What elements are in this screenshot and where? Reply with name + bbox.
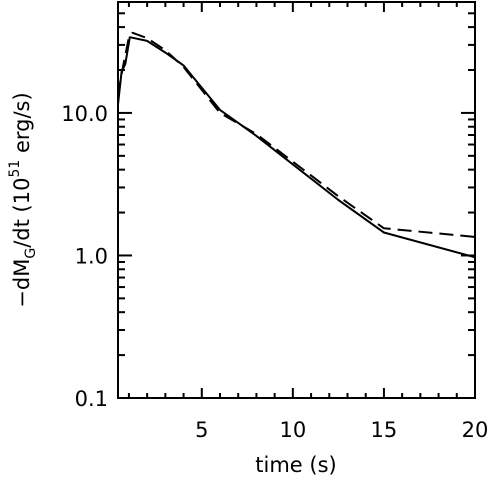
labels-layer: 5 10 15 20 0.1 1.0 10.0 <box>61 102 488 442</box>
y-axis-title-prefix: −dM <box>10 259 34 308</box>
y-tick-label: 0.1 <box>75 387 108 411</box>
series-line-dashed <box>117 31 476 238</box>
x-tick-label: 15 <box>371 418 398 442</box>
y-tick-label: 1.0 <box>75 244 108 268</box>
y-axis-title-subscript: G <box>23 248 39 259</box>
ticks-layer <box>118 1 476 399</box>
plot-frame <box>117 1 476 399</box>
y-tick-label: 10.0 <box>61 102 108 126</box>
y-axis-title: −dMG/dt (1051 erg/s) <box>7 92 39 307</box>
series-line-solid <box>117 36 476 259</box>
x-tick-label: 5 <box>195 418 208 442</box>
y-axis-title-suffix: erg/s) <box>10 92 34 159</box>
y-axis-title-middle: /dt (10 <box>10 178 34 248</box>
x-axis-title: time (s) <box>255 453 336 477</box>
y-axis-title-superscript: 51 <box>7 160 23 178</box>
series-layer <box>117 31 476 259</box>
x-tick-label: 20 <box>462 418 489 442</box>
x-tick-label: 10 <box>279 418 306 442</box>
